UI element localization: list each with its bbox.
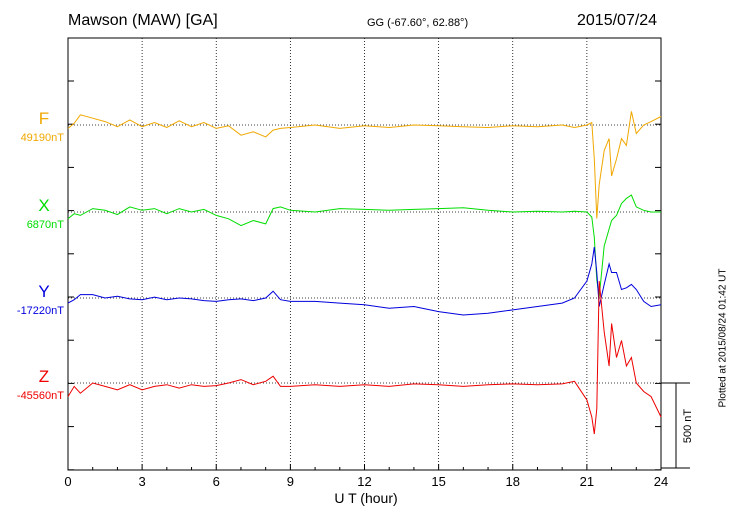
series-f-line — [67, 111, 662, 219]
scale-bar — [661, 382, 690, 469]
x-tick-label: 3 — [139, 474, 146, 489]
x-axis-label: U T (hour) — [334, 490, 398, 506]
series-f-baseline: 49190nT — [21, 132, 65, 144]
x-tick-label: 18 — [506, 474, 520, 489]
series-x-line — [67, 194, 661, 298]
x-tick-labels: 0 3 6 9 12 15 18 21 24 — [64, 474, 668, 489]
series-y-line — [67, 246, 662, 316]
series-x-name: X — [38, 196, 49, 215]
station-coords: GG (-67.60°, 62.88°) — [367, 17, 469, 29]
series-z-name: Z — [39, 367, 49, 386]
x-tick-label: 24 — [654, 474, 668, 489]
x-tick-label: 0 — [64, 474, 71, 489]
x-tick-label: 21 — [580, 474, 594, 489]
x-tick-label: 15 — [431, 474, 445, 489]
series-labels: F 49190nT X 6870nT Y -17220nT Z -45560nT — [17, 109, 64, 402]
x-tick-label: 6 — [213, 474, 220, 489]
plotted-footnote: Plotted at 2015/08/24 01:42 UT — [717, 268, 729, 408]
plot-date: 2015/07/24 — [577, 12, 658, 29]
series-x-baseline: 6870nT — [27, 219, 65, 231]
x-tick-label: 12 — [357, 474, 371, 489]
series-f-name: F — [39, 109, 49, 128]
grid-lines — [141, 38, 588, 470]
series-lines — [67, 111, 662, 435]
axis-ticks — [67, 80, 662, 471]
series-y-baseline: -17220nT — [17, 305, 64, 317]
series-z-line — [67, 280, 662, 435]
station-title: Mawson (MAW) [GA] — [68, 12, 218, 29]
series-z-baseline: -45560nT — [17, 390, 64, 402]
x-tick-label: 9 — [287, 474, 294, 489]
scale-bar-label: 500 nT — [682, 408, 694, 444]
series-y-name: Y — [38, 282, 49, 301]
